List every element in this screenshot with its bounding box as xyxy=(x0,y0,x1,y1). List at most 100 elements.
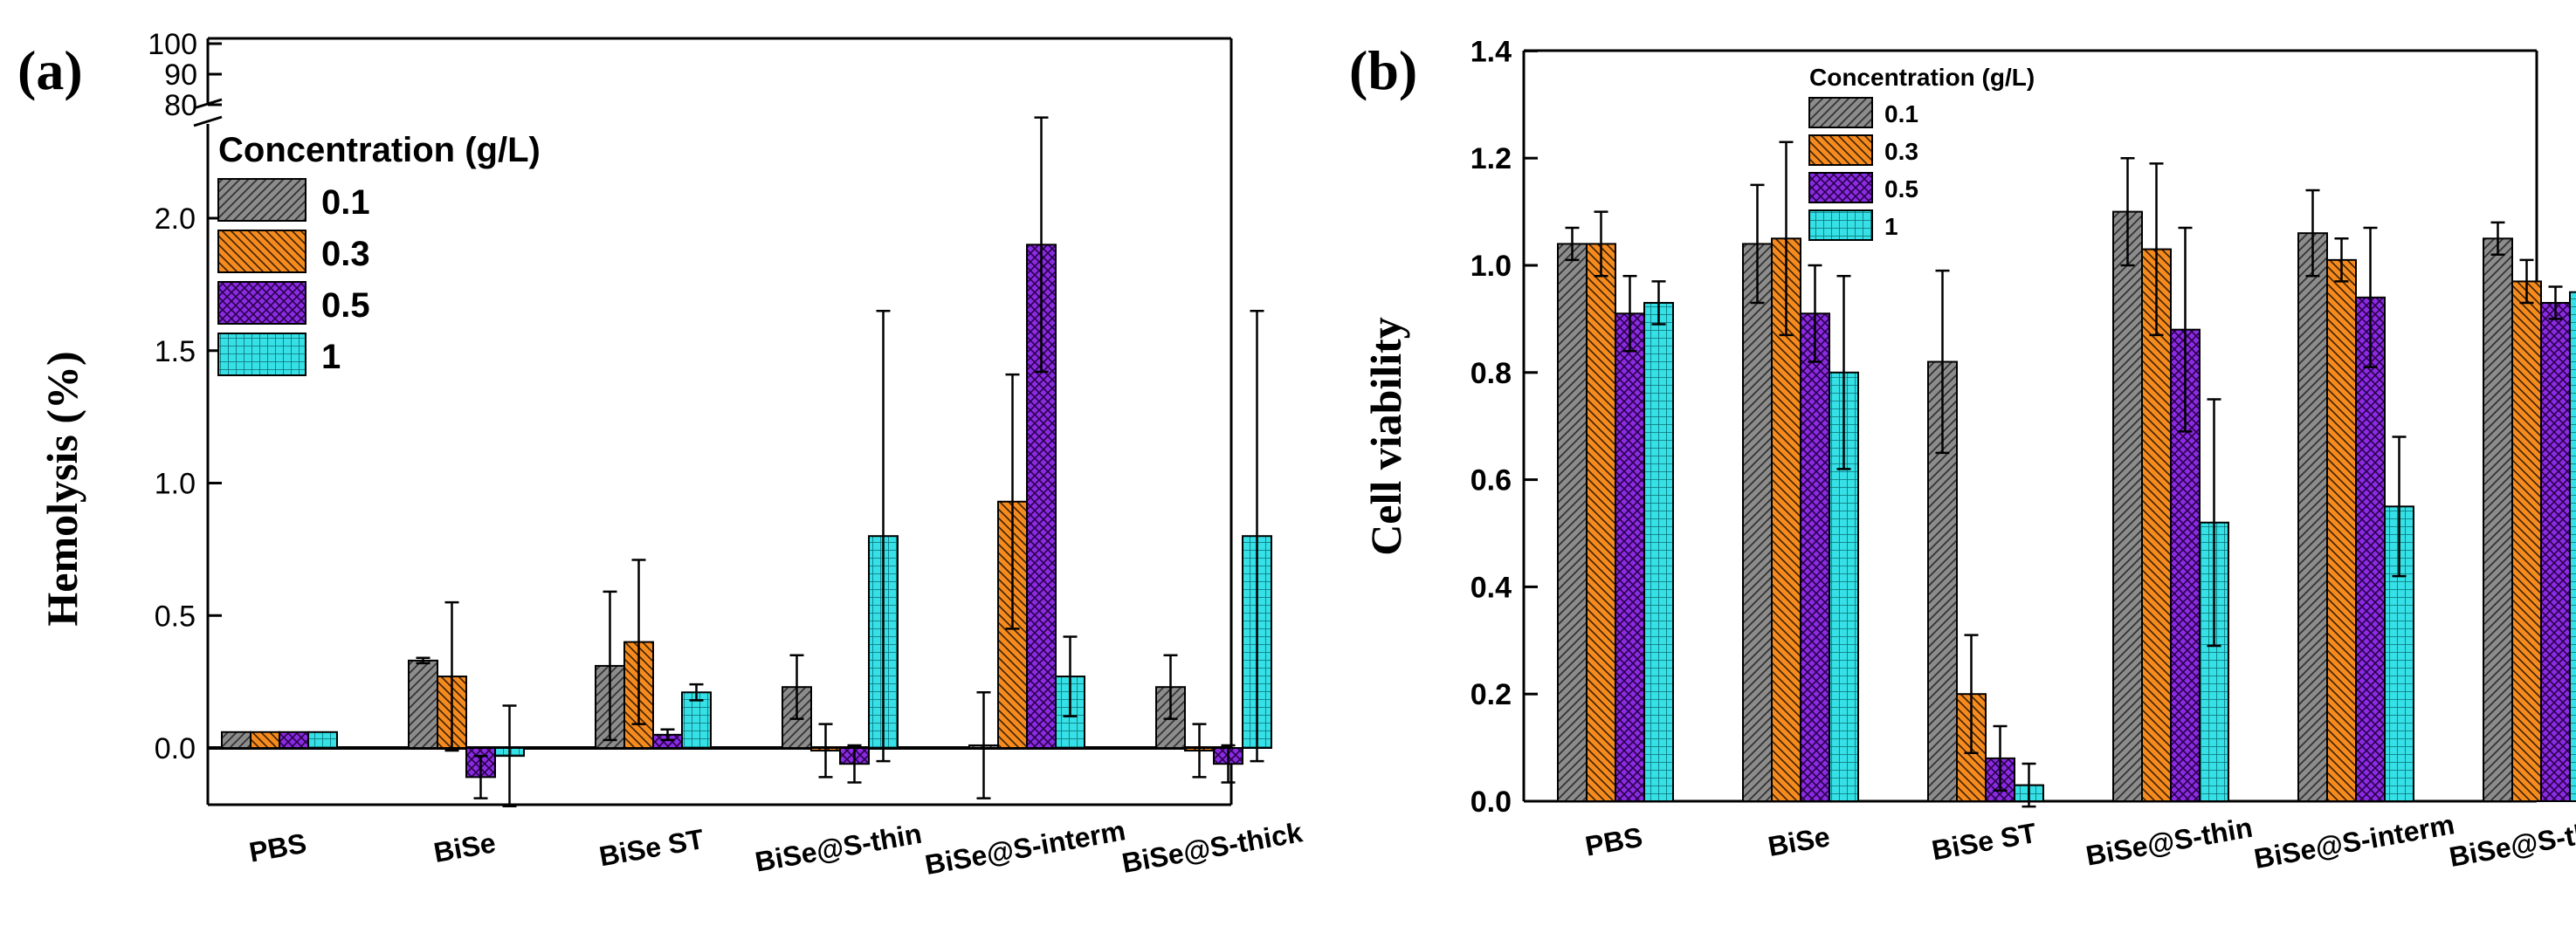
panel-b-category-label: BiSe@S-thin xyxy=(2084,812,2255,872)
panel-b-legend-label-0.1: 0.1 xyxy=(1884,100,1918,127)
error-bar xyxy=(2120,156,2135,267)
error-bar xyxy=(631,559,646,725)
bar-pbs-conc-0.3 xyxy=(1586,243,1616,802)
bar-bise-s-thick-conc-0.5 xyxy=(2540,301,2571,803)
panel-a-label: (a) xyxy=(17,39,83,101)
panel-b-y-ticks: 0.0 0.2 0.4 0.6 0.8 1.0 1.2 1.4 xyxy=(1471,35,1512,819)
error-bar xyxy=(976,691,991,799)
error-bar xyxy=(603,590,617,742)
panel-b-y-tick-label: 0.0 xyxy=(1471,786,1512,819)
panel-b-y-tick-label: 1.4 xyxy=(1471,35,1512,68)
panel-a-y-tick-label: 1.5 xyxy=(155,335,196,368)
panel-b-y-tick-label: 0.2 xyxy=(1471,678,1512,711)
error-bar xyxy=(1594,210,1608,278)
error-bar xyxy=(2149,162,2164,337)
panel-a-y-tick-label: 0.0 xyxy=(155,732,196,765)
error-bar xyxy=(818,723,833,779)
error-bar xyxy=(2207,398,2221,648)
panel-a-y-tick-label: 2.0 xyxy=(155,202,196,236)
panel-b-legend-swatch-0.1 xyxy=(1808,97,1873,128)
error-bar xyxy=(1565,226,1580,262)
error-bar xyxy=(660,728,675,742)
bar-pbs-conc-0.5 xyxy=(1615,312,1645,802)
panel-a-y-axis-title: Hemolysis (%) xyxy=(38,351,86,626)
panel-a-legend-title: Concentration (g/L) xyxy=(218,131,541,169)
error-bar xyxy=(2519,258,2534,305)
error-bar xyxy=(1651,280,1666,326)
panel-a-category-label: BiSe ST xyxy=(596,823,706,873)
panel-a-category-label: BiSe@S-thin xyxy=(753,818,924,878)
panel-b-legend-label-0.5: 0.5 xyxy=(1884,175,1918,202)
panel-a-legend-label-0.3: 0.3 xyxy=(321,235,370,273)
panel-a-break-tick-80: 80 xyxy=(164,89,197,122)
error-bar xyxy=(876,309,891,763)
panel-b-cell-viability-chart: (b) Cell viability 0.0 0.2 0.4 0.6 0.8 1… xyxy=(1349,35,2576,875)
error-bar xyxy=(1836,275,1851,470)
panel-b-y-tick-label: 0.8 xyxy=(1471,357,1512,390)
error-bar xyxy=(1005,373,1020,630)
error-bar xyxy=(416,656,430,665)
error-bar xyxy=(1034,116,1049,374)
panel-a-category-label: BiSe@S-interm xyxy=(923,814,1128,881)
error-bar xyxy=(2363,226,2378,368)
panel-a-y-tick-label: 0.5 xyxy=(155,600,196,633)
panel-a-y-ticks: 0.0 0.5 1.0 1.5 2.0 xyxy=(155,202,196,765)
bar-bise-s-interm-conc-0.5 xyxy=(2355,296,2386,802)
panel-a-bars xyxy=(208,116,1272,808)
panel-a-category-label: BiSe@S-thick xyxy=(1119,816,1305,879)
error-bar xyxy=(2305,189,2320,278)
error-bar xyxy=(473,754,488,799)
panel-b-legend-swatch-1 xyxy=(1808,209,1873,241)
bar-bise-s-thick-conc-0.3 xyxy=(2511,280,2542,803)
error-bar xyxy=(1750,183,1765,305)
panel-b-y-tick-label: 1.2 xyxy=(1471,142,1512,175)
bar-bise-conc-0.5 xyxy=(1800,312,1830,802)
panel-b-category-label: BiSe@S-interm xyxy=(2252,808,2457,875)
bar-bise-conc-0.1 xyxy=(408,659,438,749)
bar-pbs-conc-0.3 xyxy=(250,731,280,749)
error-bar xyxy=(1063,635,1078,717)
panel-b-legend: Concentration (g/L) 0.1 0.3 0.5 1 xyxy=(1808,64,2035,241)
panel-b-y-tick-label: 1.0 xyxy=(1471,250,1512,283)
error-bar xyxy=(444,600,459,752)
panel-a-legend-label-0.1: 0.1 xyxy=(321,183,370,222)
panel-a-category-label: BiSe xyxy=(431,827,498,868)
error-bar xyxy=(1808,264,1822,363)
error-bar xyxy=(2392,436,2407,578)
panel-b-category-label: PBS xyxy=(1583,821,1645,862)
panel-a-x-labels: PBS BiSe BiSe ST BiSe@S-thin BiSe@S-inte… xyxy=(247,814,1305,881)
bar-pbs-conc-0.5 xyxy=(279,731,309,749)
error-bar xyxy=(2490,221,2505,256)
bar-bise-conc-0.1 xyxy=(1742,243,1773,802)
panel-b-legend-label-0.3: 0.3 xyxy=(1884,138,1918,165)
error-bar xyxy=(1163,654,1178,720)
panel-b-category-label: BiSe@S-thick xyxy=(2447,810,2576,873)
panel-b-category-label: BiSe ST xyxy=(1929,817,2039,867)
panel-a-legend-swatch-0.5 xyxy=(217,281,307,325)
error-bar xyxy=(1935,269,1950,455)
panel-b-y-axis-title: Cell viability xyxy=(1361,317,1410,556)
bar-bise-s-interm-conc-0.3 xyxy=(2326,258,2357,802)
error-bar xyxy=(502,704,517,808)
error-bar xyxy=(1964,634,1979,754)
bar-bise-s-thick-conc-1 xyxy=(2569,291,2576,802)
panel-b-legend-swatch-0.3 xyxy=(1808,134,1873,166)
bar-pbs-conc-0.1 xyxy=(221,731,251,749)
error-bar xyxy=(2548,285,2563,320)
panel-b-category-label: BiSe xyxy=(1766,820,1832,862)
bar-bise-s-thick-conc-0.1 xyxy=(2483,237,2513,802)
panel-b-y-tick-label: 0.6 xyxy=(1471,464,1512,497)
panel-b-legend-title: Concentration (g/L) xyxy=(1809,64,2035,91)
panel-b-legend-swatch-0.5 xyxy=(1808,172,1873,203)
panel-a-category-label: PBS xyxy=(247,827,309,868)
panel-b-legend-label-1: 1 xyxy=(1884,213,1898,240)
panel-b-y-tick-label: 0.4 xyxy=(1471,571,1512,604)
panel-a-legend: Concentration (g/L) 0.1 0.3 0.5 1 xyxy=(217,131,541,376)
panel-a-legend-label-1: 1 xyxy=(321,338,341,376)
panel-a-legend-swatch-0.1 xyxy=(217,178,307,222)
panel-b-bars xyxy=(1524,49,2576,808)
error-bar xyxy=(789,654,804,720)
panel-a-hemolysis-chart: (a) Hemolysis (%) 100 90 80 0.0 0.5 1.0 xyxy=(17,28,1305,881)
panel-a-break-ticks: 100 90 80 xyxy=(148,28,222,122)
